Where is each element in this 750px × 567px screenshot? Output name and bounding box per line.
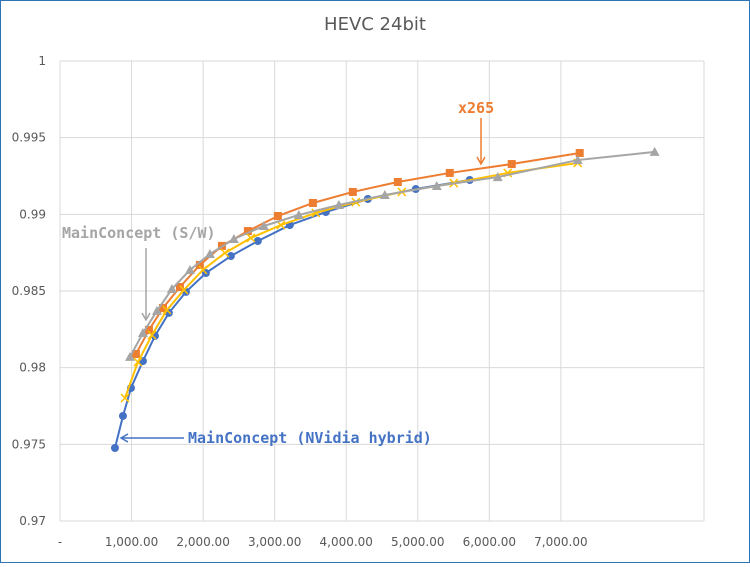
y-tick-label: 1 [38, 54, 46, 68]
point [246, 233, 256, 243]
annotation: x265 [458, 99, 494, 117]
point [158, 304, 167, 313]
chart-title: HEVC 24bit [324, 14, 426, 35]
point [162, 305, 172, 315]
point [137, 328, 148, 338]
point [243, 227, 252, 236]
point [131, 350, 140, 359]
y-tick-label: 0.98 [19, 361, 46, 375]
point [228, 234, 239, 244]
y-tick-label: 0.99 [19, 207, 46, 221]
point [184, 264, 195, 274]
point [293, 209, 304, 219]
point [151, 305, 162, 315]
point [393, 177, 402, 186]
x-tick-label: - [58, 535, 62, 549]
y-tick-label: 0.97 [19, 514, 46, 528]
point [348, 187, 357, 196]
point [133, 357, 143, 367]
point [379, 190, 390, 200]
y-tick-label: 0.975 [12, 437, 46, 451]
annotation-arrowhead [119, 433, 129, 443]
point [253, 237, 262, 246]
point [507, 160, 516, 169]
annotation: MainConcept (S/W) [62, 224, 216, 242]
point [147, 330, 157, 340]
point [226, 252, 235, 261]
point [431, 180, 442, 190]
point [492, 172, 503, 182]
x-tick-label: 1,000.00 [105, 535, 158, 549]
annotation-arrowhead [476, 156, 486, 166]
point [308, 198, 317, 207]
x-tick-label: 6,000.00 [463, 535, 516, 549]
point [175, 283, 184, 292]
x-tick-label: 5,000.00 [391, 535, 444, 549]
point [144, 325, 153, 334]
point [124, 351, 135, 361]
x-tick-label: 7,000.00 [534, 535, 587, 549]
y-tick-label: 0.985 [12, 284, 46, 298]
annotation: MainConcept (NVidia hybrid) [188, 429, 432, 447]
point [220, 248, 230, 258]
point [195, 260, 204, 269]
x-tick-label: 2,000.00 [176, 535, 229, 549]
point [166, 284, 177, 294]
x-tick-label: 4,000.00 [320, 535, 373, 549]
point [273, 212, 282, 221]
point [333, 199, 344, 209]
point [649, 146, 660, 156]
point [179, 285, 189, 295]
point [118, 411, 127, 420]
point [575, 149, 584, 157]
point [198, 265, 208, 275]
point [204, 249, 215, 259]
point [110, 444, 119, 453]
annotation-arrowhead [141, 312, 151, 322]
y-tick-label: 0.995 [12, 131, 46, 145]
point [572, 155, 583, 165]
point [445, 168, 454, 177]
x-tick-label: 3,000.00 [248, 535, 301, 549]
point [258, 220, 269, 230]
point [120, 393, 130, 403]
